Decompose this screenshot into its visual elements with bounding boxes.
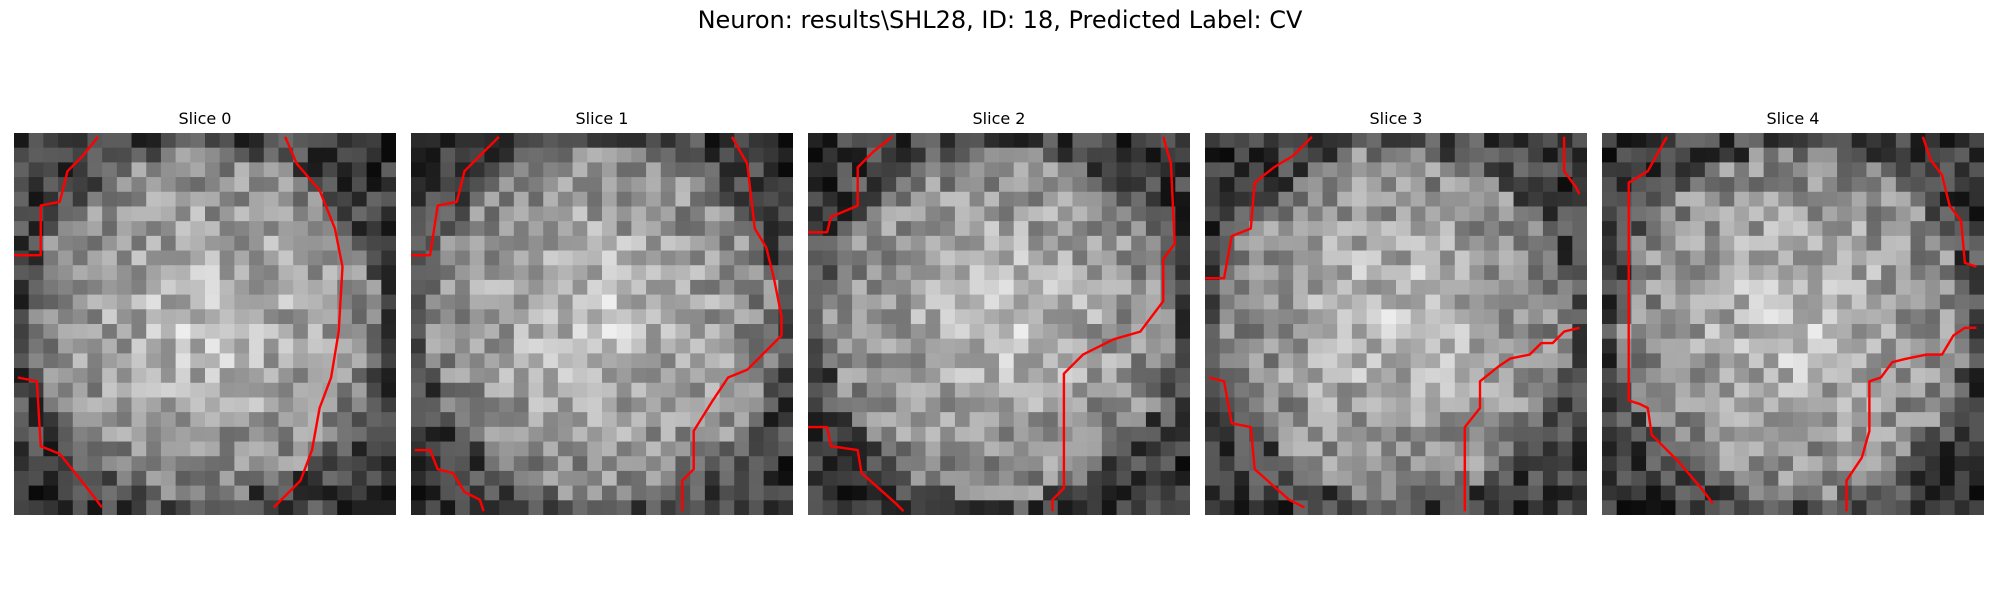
contour-line [1562, 136, 1581, 195]
contour-line [1051, 136, 1176, 512]
slice-title: Slice 4 [1766, 109, 1820, 128]
contour-line [17, 376, 103, 509]
slice-panel-2: Slice 2 [808, 109, 1190, 515]
slice-title: Slice 0 [178, 109, 232, 128]
contour-line [14, 136, 99, 257]
pixel-grid [411, 133, 793, 515]
slice-image [411, 133, 793, 515]
slice-image [14, 133, 396, 515]
contour-line [1627, 136, 1714, 505]
contour-line [681, 136, 783, 512]
pixel-grid [1602, 133, 1984, 515]
slice-image [1602, 133, 1984, 515]
contour-line [1463, 326, 1580, 512]
contour-line [272, 136, 344, 509]
contour-line [808, 425, 905, 513]
slice-panel-4: Slice 4 [1602, 109, 1984, 515]
slice-title: Slice 2 [972, 109, 1026, 128]
slice-image [808, 133, 1190, 515]
contour-line [1921, 136, 1977, 268]
slice-panel-0: Slice 0 [14, 109, 396, 515]
pixel-grid [1205, 133, 1587, 515]
contour-line [808, 135, 893, 234]
contour-line [1205, 135, 1313, 280]
pixel-grid [808, 133, 1190, 515]
figure-title: Neuron: results\SHL28, ID: 18, Predicted… [697, 6, 1303, 34]
contour-line [1208, 376, 1305, 509]
contour-line [414, 448, 485, 512]
slice-image [1205, 133, 1587, 515]
slice-panel-3: Slice 3 [1205, 109, 1587, 515]
contour-line [1845, 326, 1977, 512]
contour-line [411, 135, 500, 257]
slice-title: Slice 1 [575, 109, 629, 128]
slice-panel-1: Slice 1 [411, 109, 793, 515]
slice-title: Slice 3 [1369, 109, 1423, 128]
